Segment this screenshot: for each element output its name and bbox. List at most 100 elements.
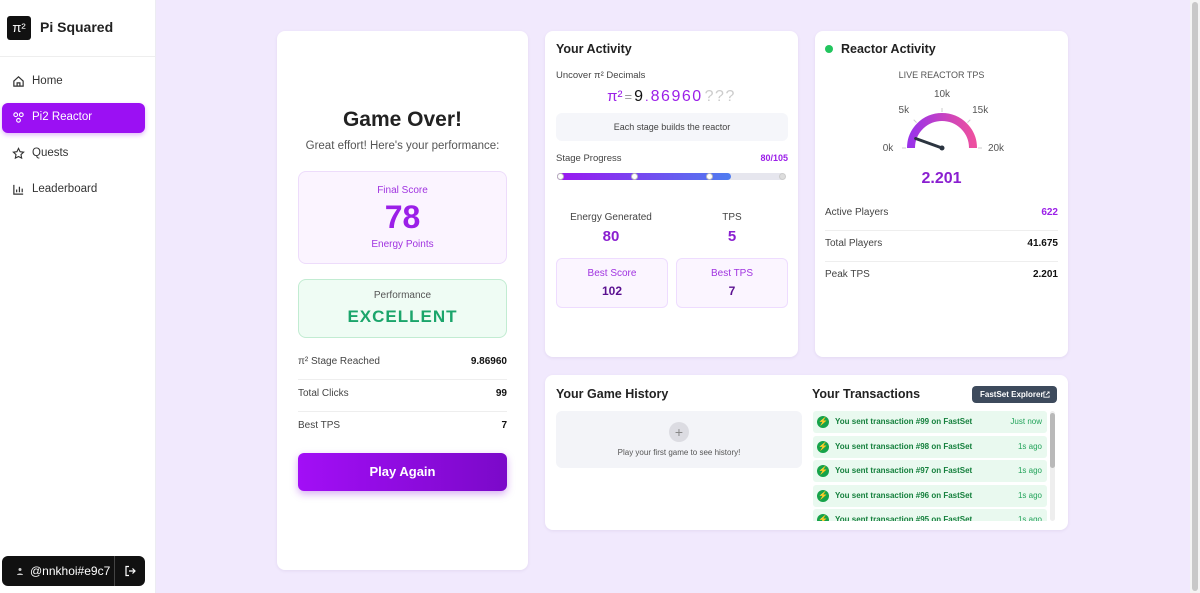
title: Reactor Activity xyxy=(841,42,936,56)
icon xyxy=(13,112,24,123)
nav-reactor[interactable]: Pi2 Reactor xyxy=(2,103,145,133)
nav-leaderboard[interactable]: Leaderboard xyxy=(2,175,145,205)
icon xyxy=(13,76,24,87)
best-box: Best TPS 7 xyxy=(676,258,788,308)
nav-label: Home xyxy=(32,75,63,87)
best-value: 102 xyxy=(601,284,623,298)
divider xyxy=(298,411,507,412)
row-label: Total Players xyxy=(825,238,883,249)
gauge-hub xyxy=(939,145,945,151)
gauge-tick xyxy=(967,119,971,123)
empty-text: Play your first game to see history! xyxy=(617,448,741,457)
revealed: 86960 xyxy=(650,88,703,105)
divider xyxy=(298,379,507,380)
row-value: 41.675 xyxy=(1027,238,1058,249)
transaction-row: ⚡ You sent transaction #96 on FastSet 1s a… xyxy=(813,484,1047,507)
row-label: Peak TPS xyxy=(825,269,870,280)
gauge-arc xyxy=(907,113,977,149)
nav-quests[interactable]: Quests xyxy=(2,139,145,169)
reactor-card: Reactor Activity LIVE REACTOR TPS 0k 5k 10… xyxy=(815,31,1068,357)
gauge-tick-label: 20k xyxy=(988,143,1005,154)
note: Each stage builds the reactor xyxy=(556,113,788,141)
transaction-icon: ⚡ xyxy=(817,440,829,453)
user-button[interactable]: @nnkhoi#e9c7 xyxy=(2,556,145,586)
row-label: Total Clicks xyxy=(298,388,349,399)
transaction-time: 1s ago xyxy=(1017,490,1042,500)
page-scrollbar xyxy=(1190,0,1200,593)
live-dot xyxy=(825,45,833,53)
transaction-icon: ⚡ xyxy=(817,465,829,477)
icon xyxy=(13,184,24,195)
transaction-icon: ⚡ xyxy=(817,489,829,502)
divider xyxy=(825,261,1058,262)
scrollbar xyxy=(1050,411,1055,521)
hidden: ??? xyxy=(704,88,736,105)
milestone xyxy=(779,173,786,180)
row-label: Best TPS xyxy=(298,420,341,431)
transaction-list: ⚡ You sent transaction #99 on FastSet Just… xyxy=(813,411,1049,521)
metric-value: 5 xyxy=(727,228,737,245)
best-box: Best Score 102 xyxy=(556,258,668,308)
separator xyxy=(114,556,115,586)
equals: = xyxy=(624,89,633,104)
row-label: Active Players xyxy=(825,207,889,218)
logo-icon[interactable]: π² xyxy=(7,16,31,40)
nav-label: Leaderboard xyxy=(32,183,98,195)
gauge-tick xyxy=(913,119,917,123)
performance: EXCELLENT xyxy=(347,307,458,326)
row-value: 7 xyxy=(501,420,507,431)
progress-track xyxy=(557,173,786,180)
transaction-text: You sent transaction #98 on FastSet xyxy=(835,441,973,451)
gauge-label: LIVE REACTOR TPS xyxy=(898,70,985,80)
progress-fill xyxy=(557,173,731,180)
transaction-text: You sent transaction #95 on FastSet xyxy=(835,515,973,521)
scroll-thumb[interactable] xyxy=(1050,413,1055,468)
gauge-tick-label: 0k xyxy=(883,143,895,154)
row-value: 99 xyxy=(495,388,507,399)
play-again-button[interactable]: Play Again xyxy=(298,453,507,491)
milestone xyxy=(557,173,564,180)
final-score-box: Final Score 78 Energy Points xyxy=(298,171,507,264)
explorer-button[interactable]: FastSet Explorer xyxy=(972,386,1057,403)
subtitle: Great effort! Here's your performance: xyxy=(305,140,500,152)
metric-value: 80 xyxy=(602,228,620,245)
button-label: FastSet Explorer xyxy=(980,390,1044,399)
nav-label: Pi2 Reactor xyxy=(32,111,93,123)
gauge-needle xyxy=(914,137,944,150)
title: Your Game History xyxy=(556,387,669,401)
plus-icon[interactable]: + xyxy=(669,422,689,442)
transaction-time: 1s ago xyxy=(1017,466,1042,475)
gauge-value: 2.201 xyxy=(921,170,962,187)
pi-symbol: π² xyxy=(607,88,623,105)
title: Game Over! xyxy=(342,108,463,131)
sidebar: π² Pi Squared Home Pi2 Reactor Quests Le… xyxy=(0,0,156,593)
best-value: 7 xyxy=(728,284,736,298)
best-label: Best TPS xyxy=(710,268,754,279)
pi-row: π² = 9 . 86960 ??? xyxy=(545,88,798,106)
best-label: Best Score xyxy=(587,268,637,279)
history-card: Your Game History + Play your first game… xyxy=(545,375,1068,530)
progress-label: Stage Progress xyxy=(556,153,622,164)
activity-card: Your Activity Uncover π² Decimals π² = 9… xyxy=(545,31,798,357)
transaction-text: You sent transaction #96 on FastSet xyxy=(835,490,973,500)
title: Your Activity xyxy=(556,42,632,56)
user-icon xyxy=(17,568,23,575)
icon xyxy=(12,147,25,160)
transaction-time: 1s ago xyxy=(1017,515,1042,521)
performance-box: Performance EXCELLENT xyxy=(298,279,507,338)
dot: . xyxy=(645,89,649,104)
brand[interactable]: Pi Squared xyxy=(40,19,114,35)
transaction-text: You sent transaction #99 on FastSet xyxy=(835,417,973,426)
transaction-icon: ⚡ xyxy=(817,514,829,521)
username: @nnkhoi#e9c7 xyxy=(30,564,111,578)
label: Uncover π² Decimals xyxy=(556,70,646,81)
nav-home[interactable]: Home xyxy=(2,67,145,97)
transaction-row: ⚡ You sent transaction #99 on FastSet Just… xyxy=(813,411,1047,433)
transaction-row: ⚡ You sent transaction #98 on FastSet 1s a… xyxy=(813,435,1047,458)
page-scroll-thumb[interactable] xyxy=(1192,2,1198,591)
label: Final Score xyxy=(377,185,428,196)
metric-label: Energy Generated xyxy=(570,212,652,223)
transaction-row: ⚡ You sent transaction #97 on FastSet 1s a… xyxy=(813,460,1047,482)
gauge-tick-label: 10k xyxy=(934,89,951,100)
logout-icon[interactable] xyxy=(124,565,136,577)
